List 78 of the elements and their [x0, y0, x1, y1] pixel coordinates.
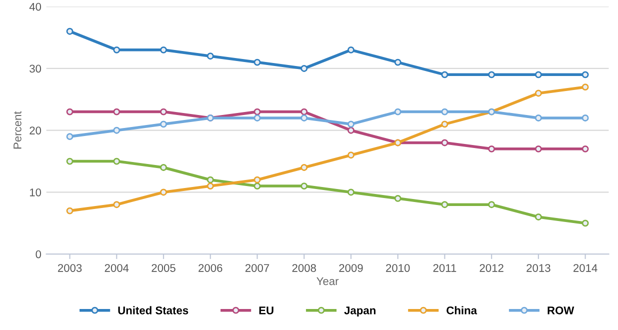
- point: [394, 58, 402, 66]
- y-axis-title: Percent: [14, 111, 22, 149]
- y-tick-label: 20: [30, 126, 42, 134]
- point: [348, 46, 354, 54]
- point: [300, 182, 308, 190]
- point: [66, 133, 74, 140]
- point: [488, 71, 496, 78]
- point: [300, 114, 308, 122]
- x-tick-label: 2008: [292, 264, 316, 272]
- point: [394, 194, 402, 202]
- point: [113, 46, 120, 54]
- legend-label: ROW: [548, 306, 574, 314]
- point: [300, 164, 308, 171]
- x-tick-label: 2003: [58, 264, 82, 272]
- point: [394, 108, 402, 116]
- x-tick-label: 2012: [480, 264, 504, 272]
- point: [534, 145, 542, 152]
- point: [206, 52, 214, 60]
- legend-label: United States: [118, 306, 188, 314]
- point: [441, 201, 448, 208]
- x-tick-label: 2011: [433, 264, 456, 272]
- point: [206, 182, 214, 190]
- point: [348, 152, 354, 159]
- y-tick-label: 40: [29, 2, 42, 11]
- legend-label: EU: [259, 306, 274, 314]
- point: [254, 114, 261, 122]
- point: [582, 220, 589, 227]
- point: [254, 176, 261, 184]
- legend-label: China: [446, 306, 478, 314]
- point: [160, 46, 167, 54]
- point: [582, 114, 589, 122]
- y-tick-label: 30: [30, 64, 42, 73]
- point: [254, 58, 261, 66]
- point: [113, 126, 120, 134]
- point: [300, 65, 308, 72]
- x-tick-label: 2013: [526, 264, 550, 272]
- point: [348, 126, 354, 134]
- point: [582, 145, 589, 152]
- point: [254, 182, 261, 190]
- point: [66, 108, 74, 116]
- y-tick-label: 10: [30, 188, 42, 196]
- x-tick-label: 2006: [198, 264, 222, 272]
- x-tick-label: 2009: [339, 264, 363, 272]
- point: [113, 158, 120, 165]
- point: [488, 201, 496, 208]
- point: [113, 201, 120, 208]
- point: [66, 158, 74, 165]
- point: [160, 108, 167, 116]
- point: [582, 84, 589, 91]
- point: [160, 188, 167, 196]
- point: [441, 108, 448, 116]
- point: [254, 108, 261, 116]
- point: [534, 71, 542, 78]
- point: [441, 139, 448, 146]
- point: [66, 28, 74, 35]
- y-tick-label: 0: [36, 250, 42, 258]
- point: [348, 120, 354, 128]
- point: [66, 207, 74, 214]
- point: [160, 164, 167, 171]
- x-tick-label: 2005: [152, 264, 176, 272]
- point: [348, 188, 354, 196]
- point: [534, 214, 542, 220]
- x-tick-label: 2010: [386, 264, 410, 272]
- x-tick-label: 2004: [104, 264, 129, 272]
- point: [160, 120, 167, 128]
- x-tick-label: 2014: [574, 264, 598, 272]
- point: [206, 176, 214, 184]
- point: [582, 71, 589, 78]
- x-axis-title: Year: [316, 277, 339, 286]
- point: [441, 120, 448, 128]
- point: [534, 114, 542, 122]
- legend-label: Japan: [344, 306, 376, 317]
- point: [534, 90, 542, 97]
- x-tick-label: 2007: [245, 264, 270, 272]
- point: [300, 108, 308, 116]
- point: [441, 71, 448, 78]
- point: [488, 145, 496, 152]
- point: [113, 108, 120, 116]
